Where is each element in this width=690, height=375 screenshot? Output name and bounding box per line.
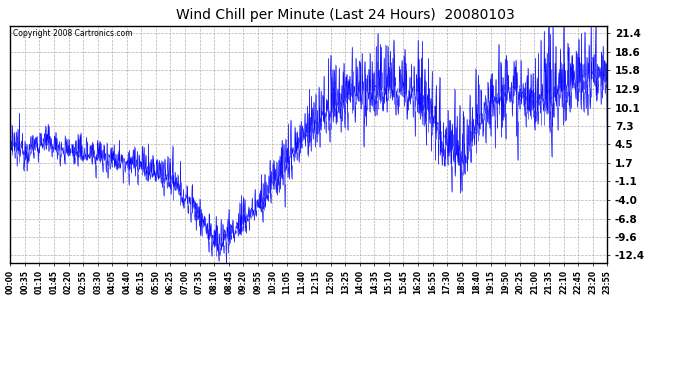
Text: Copyright 2008 Cartronics.com: Copyright 2008 Cartronics.com <box>13 28 133 38</box>
Text: Wind Chill per Minute (Last 24 Hours)  20080103: Wind Chill per Minute (Last 24 Hours) 20… <box>176 8 514 21</box>
